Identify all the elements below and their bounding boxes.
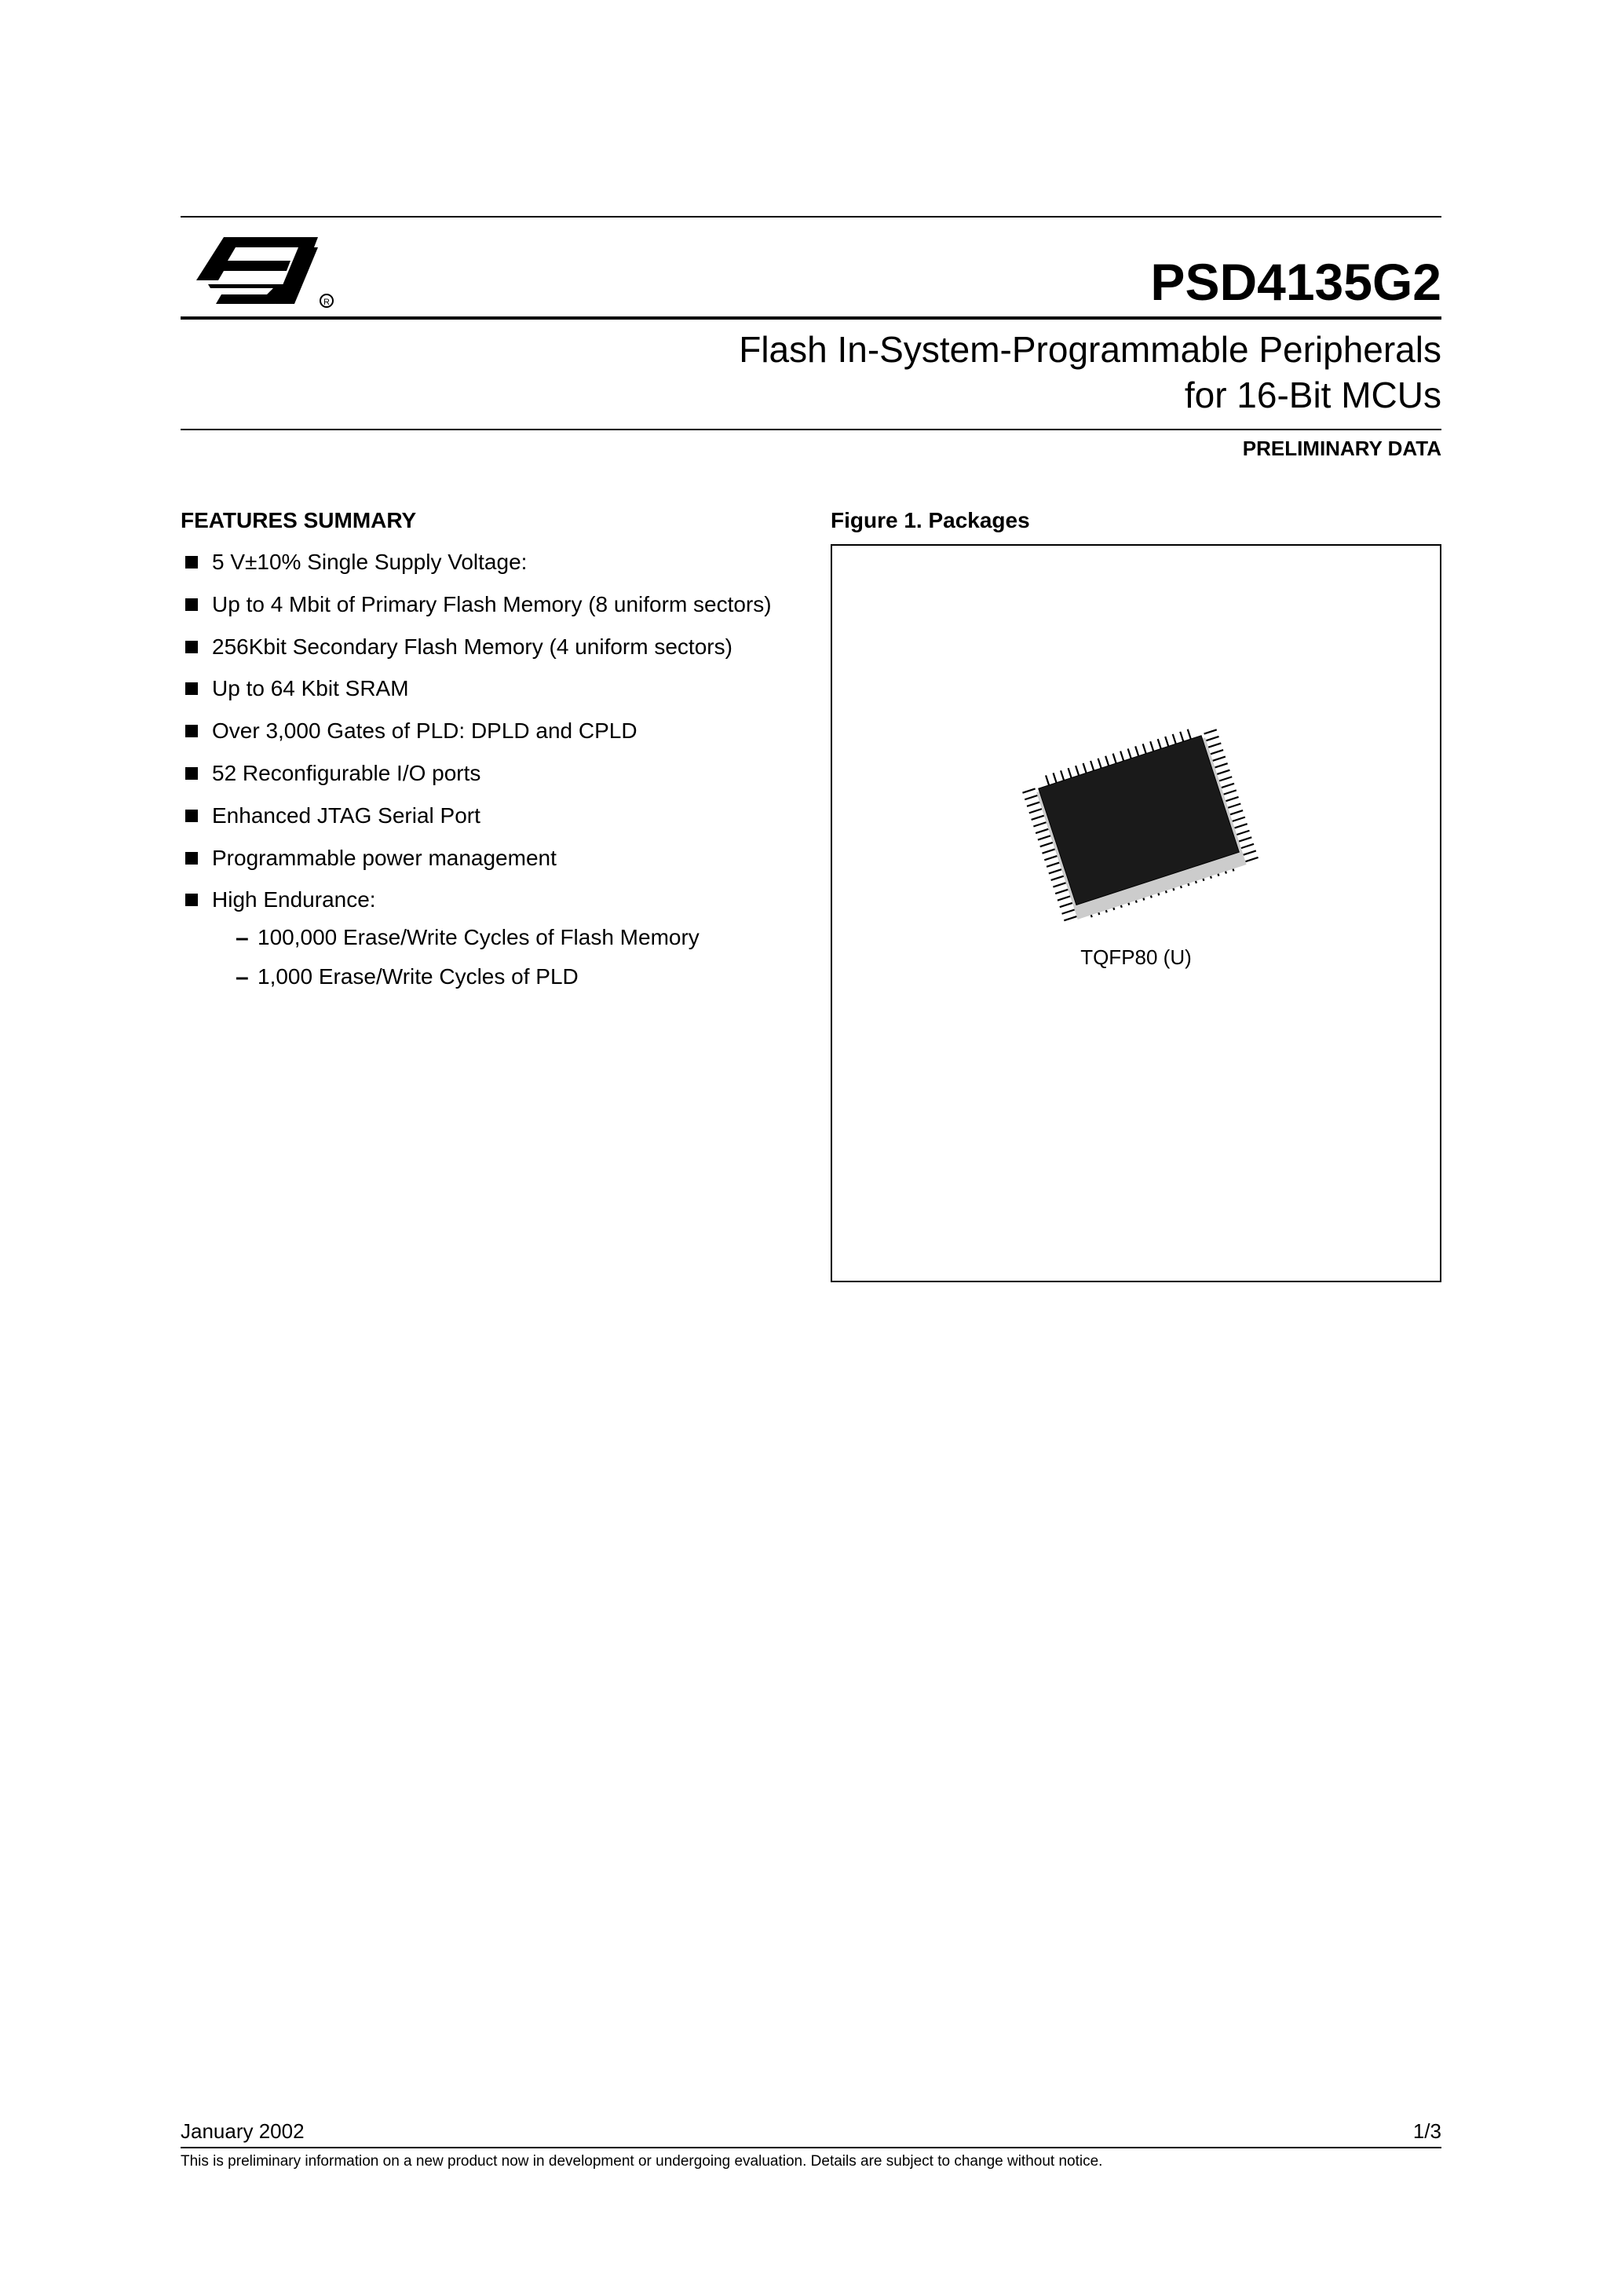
feature-item: 256Kbit Secondary Flash Memory (4 unifor…: [181, 632, 791, 662]
st-logo: R: [181, 225, 338, 312]
feature-item-label: High Endurance:: [212, 887, 376, 912]
figure-caption: Figure 1. Packages: [831, 508, 1441, 533]
feature-item: Programmable power management: [181, 843, 791, 873]
divider-thick: [181, 316, 1441, 320]
footer-disclaimer: This is preliminary information on a new…: [181, 2153, 1441, 2170]
header-row: R PSD4135G2: [181, 216, 1441, 312]
features-sublist: 100,000 Erase/Write Cycles of Flash Memo…: [212, 923, 791, 992]
preliminary-label: PRELIMINARY DATA: [181, 437, 1441, 461]
part-number: PSD4135G2: [1150, 252, 1441, 312]
footer-top-row: January 2002 1/3: [181, 2119, 1441, 2148]
divider-thin: [181, 429, 1441, 430]
subtitle-line1: Flash In-System-Programmable Peripherals: [739, 329, 1441, 370]
footer-page: 1/3: [1413, 2119, 1441, 2144]
feature-sub-item: 100,000 Erase/Write Cycles of Flash Memo…: [236, 923, 791, 952]
feature-item: 52 Reconfigurable I/O ports: [181, 759, 791, 788]
feature-item-with-sub: High Endurance: 100,000 Erase/Write Cycl…: [181, 885, 791, 991]
feature-item: Up to 4 Mbit of Primary Flash Memory (8 …: [181, 590, 791, 620]
page-footer: January 2002 1/3 This is preliminary inf…: [181, 2119, 1441, 2170]
feature-item: Up to 64 Kbit SRAM: [181, 674, 791, 704]
svg-text:R: R: [323, 298, 330, 307]
features-heading: FEATURES SUMMARY: [181, 508, 791, 533]
figure-box: TQFP80 (U): [831, 544, 1441, 1282]
feature-sub-item: 1,000 Erase/Write Cycles of PLD: [236, 962, 791, 992]
feature-item: 5 V±10% Single Supply Voltage:: [181, 547, 791, 577]
package-label: TQFP80 (U): [995, 945, 1277, 970]
feature-item: Over 3,000 Gates of PLD: DPLD and CPLD: [181, 716, 791, 746]
feature-item: Enhanced JTAG Serial Port: [181, 801, 791, 831]
features-list: 5 V±10% Single Supply Voltage: Up to 4 M…: [181, 547, 791, 992]
package-illustration: TQFP80 (U): [995, 726, 1277, 970]
subtitle-line2: for 16-Bit MCUs: [1185, 375, 1441, 415]
content-columns: FEATURES SUMMARY 5 V±10% Single Supply V…: [181, 508, 1441, 1282]
figure-column: Figure 1. Packages: [831, 508, 1441, 1282]
subtitle: Flash In-System-Programmable Peripherals…: [181, 327, 1441, 418]
footer-date: January 2002: [181, 2119, 305, 2144]
features-column: FEATURES SUMMARY 5 V±10% Single Supply V…: [181, 508, 791, 1282]
tqfp-chip-icon: [995, 726, 1277, 923]
